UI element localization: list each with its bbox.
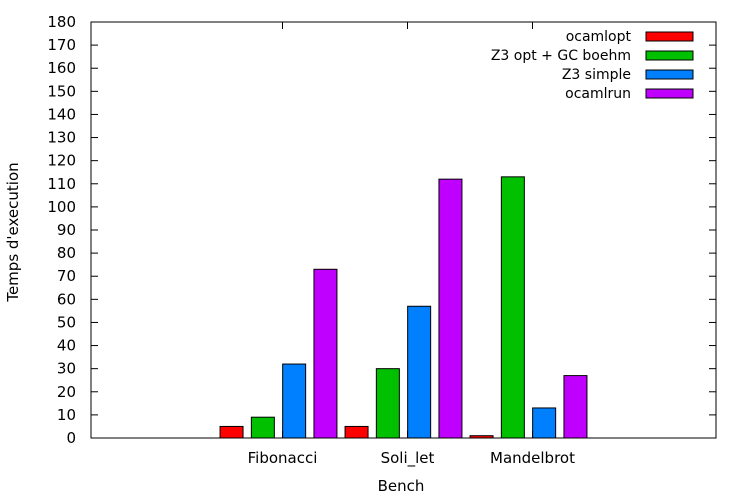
bars bbox=[219, 176, 588, 439]
legend-label: ocamlopt bbox=[566, 29, 632, 45]
y-tick-label: 130 bbox=[47, 129, 76, 147]
y-tick-label: 70 bbox=[57, 267, 76, 285]
legend-swatch bbox=[645, 88, 694, 99]
x-axis-tick-labels: Fibonacci Soli_let Mandelbrot bbox=[248, 22, 575, 468]
y-tick-label: 80 bbox=[57, 244, 76, 262]
y-tick-label: 60 bbox=[57, 290, 76, 308]
bar-z3-opt-gc-boehm-fibonacci bbox=[250, 416, 275, 439]
legend: ocamlopt Z3 opt + GC boehm Z3 simple ocamlr… bbox=[491, 29, 694, 102]
bar-z3-simple-fibonacci bbox=[282, 363, 307, 439]
y-tick-label: 150 bbox=[47, 82, 76, 100]
y-tick-label: 120 bbox=[47, 152, 76, 170]
y-tick-label: 40 bbox=[57, 337, 76, 355]
bar-ocamlopt-soli-let bbox=[344, 425, 369, 439]
x-tick-label: Soli_let bbox=[381, 449, 435, 468]
y-axis-ticks: 0 10 20 30 40 50 60 70 80 90 100 110 120 130 140 150 160… bbox=[47, 13, 716, 447]
x-tick-label: Fibonacci bbox=[248, 449, 318, 467]
legend-label: Z3 simple bbox=[562, 67, 631, 83]
legend-swatch bbox=[645, 50, 694, 61]
y-tick-label: 100 bbox=[47, 198, 76, 216]
y-tick-label: 170 bbox=[47, 36, 76, 54]
y-tick-label: 90 bbox=[57, 221, 76, 239]
bar-z3-simple-soli-let bbox=[407, 305, 432, 439]
y-tick-label: 50 bbox=[57, 313, 76, 331]
bar-ocamlopt-fibonacci bbox=[219, 425, 244, 439]
bar-z3-opt-gc-boehm-mandelbrot bbox=[500, 176, 525, 439]
y-tick-label: 180 bbox=[47, 13, 76, 31]
y-tick-label: 110 bbox=[47, 175, 76, 193]
plot-area-border bbox=[90, 21, 717, 439]
legend-swatch bbox=[645, 31, 694, 42]
y-tick-label: 0 bbox=[66, 429, 76, 447]
x-tick-label: Mandelbrot bbox=[490, 449, 575, 467]
bar-ocamlrun-fibonacci bbox=[313, 268, 338, 439]
legend-label: ocamlrun bbox=[565, 86, 631, 102]
y-tick-label: 30 bbox=[57, 360, 76, 378]
legend-swatch bbox=[645, 69, 694, 80]
bar-z3-simple-mandelbrot bbox=[532, 407, 557, 439]
y-axis-title: Temps d'execution bbox=[4, 162, 22, 302]
y-tick-label: 10 bbox=[57, 406, 76, 424]
bar-z3-opt-gc-boehm-soli-let bbox=[375, 368, 400, 439]
y-tick-label: 20 bbox=[57, 383, 76, 401]
x-axis-title: Bench bbox=[378, 477, 425, 495]
bar-ocamlrun-mandelbrot bbox=[563, 375, 588, 439]
y-tick-label: 140 bbox=[47, 105, 76, 123]
bar-ocamlrun-soli-let bbox=[438, 178, 463, 439]
legend-label: Z3 opt + GC boehm bbox=[491, 48, 631, 64]
y-tick-label: 160 bbox=[47, 59, 76, 77]
